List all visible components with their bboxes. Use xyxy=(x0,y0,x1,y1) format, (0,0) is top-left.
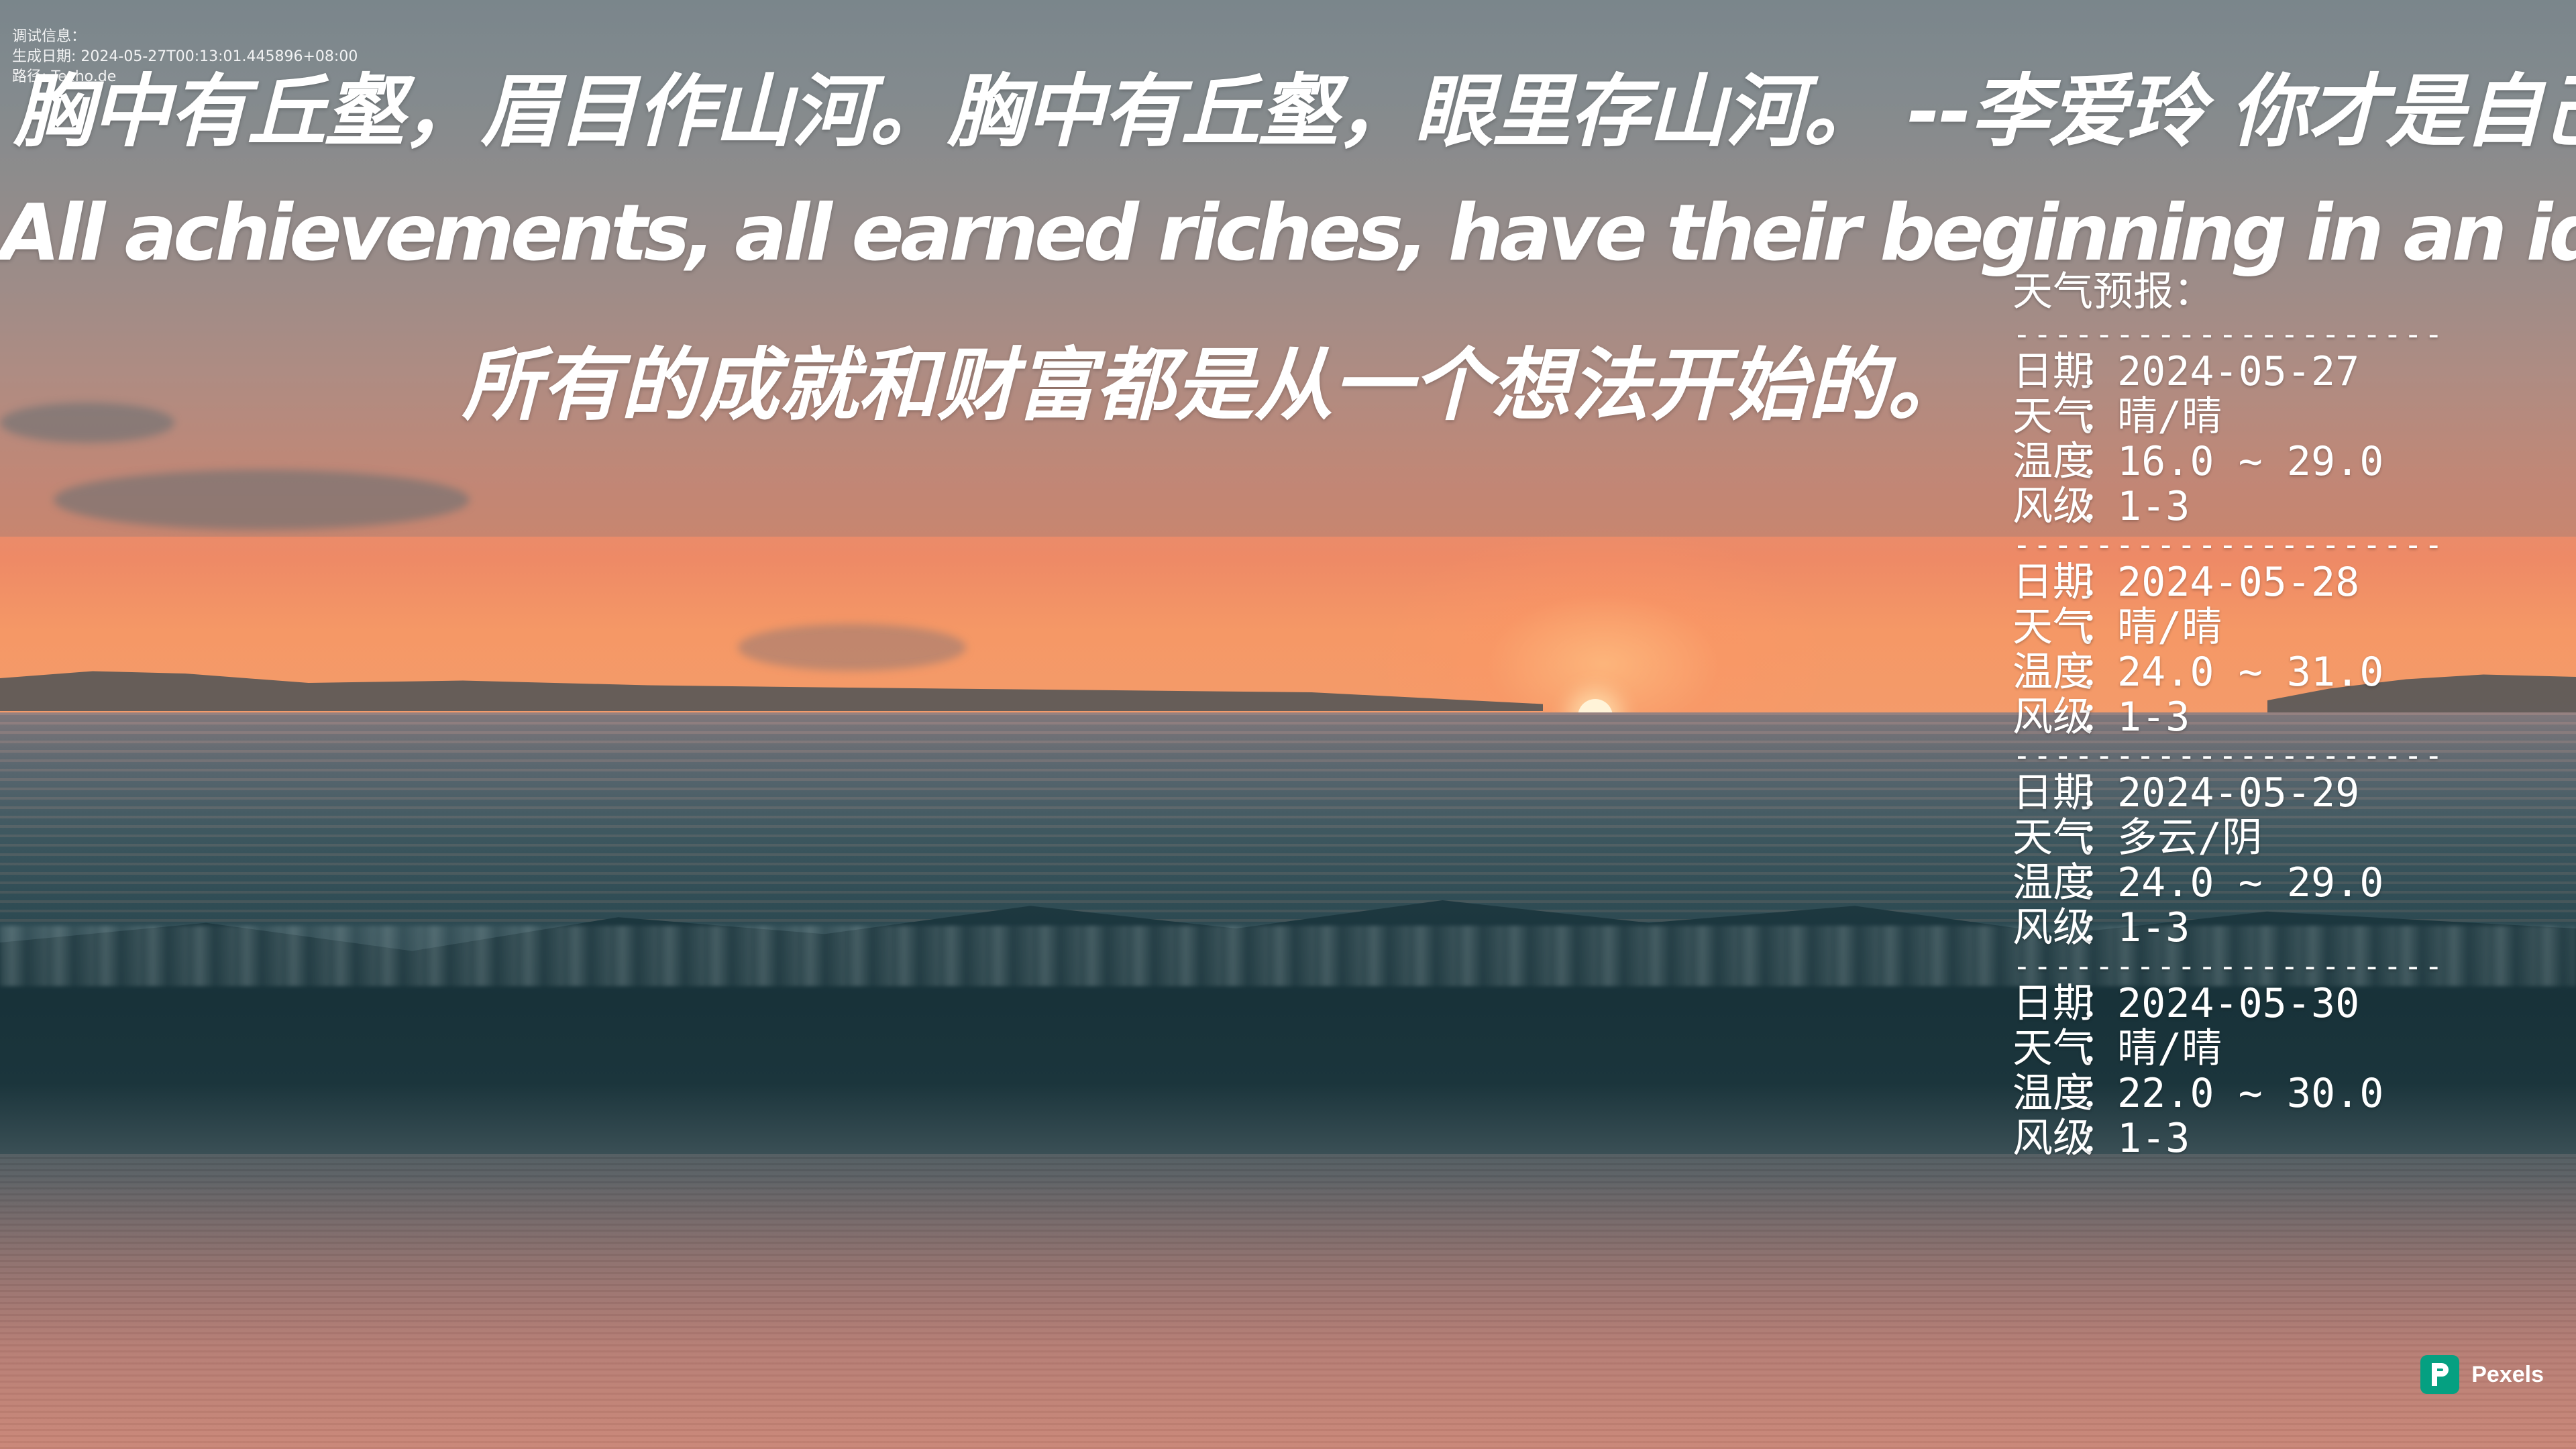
forecast-wind-row: 风级：1-3 xyxy=(2012,695,2442,740)
forecast-day: 日期：2024-05-27 天气：晴/晴 温度：16.0 ~ 29.0 风级：1… xyxy=(2012,350,2442,529)
forecast-temperature-row: 温度：24.0 ~ 29.0 xyxy=(2012,861,2442,906)
forecast-weather-row: 天气：多云/阴 xyxy=(2012,816,2442,861)
temperature-label: 温度 xyxy=(2012,1070,2093,1117)
label-separator: ： xyxy=(2080,769,2120,816)
label-separator: ： xyxy=(2080,483,2120,530)
photo-credit: Pexels xyxy=(2420,1355,2544,1394)
date-label: 日期 xyxy=(2012,769,2093,816)
debug-line: 路径: Techo.de xyxy=(12,68,117,85)
weather-forecast: 天气预报： ------------------------------ 日期：… xyxy=(2012,265,2442,1161)
forecast-temperature-row: 温度：16.0 ~ 29.0 xyxy=(2012,439,2442,484)
date-value: 2024-05-27 xyxy=(2117,348,2360,395)
temperature-value: 16.0 ~ 29.0 xyxy=(2117,438,2384,485)
date-label: 日期 xyxy=(2012,559,2093,606)
weather-label: 天气 xyxy=(2012,814,2093,861)
date-value: 2024-05-28 xyxy=(2117,559,2360,606)
forecast-weather-row: 天气：晴/晴 xyxy=(2012,394,2442,439)
temperature-label: 温度 xyxy=(2012,438,2093,485)
label-separator: ： xyxy=(2080,1115,2120,1162)
wind-value: 1-3 xyxy=(2117,483,2190,530)
quote-chinese-line: 胸中有丘壑，眉目作山河。胸中有丘壑，眼里存山河。 --李爱玲 你才是自己的过来人 xyxy=(13,65,2576,158)
forecast-temperature-row: 温度：24.0 ~ 31.0 xyxy=(2012,650,2442,695)
debug-line: 生成日期: 2024-05-27T00:13:01.445896+08:00 xyxy=(12,48,358,65)
wind-label: 风级 xyxy=(2012,1115,2093,1162)
sand-beach xyxy=(0,1107,2576,1449)
wind-label: 风级 xyxy=(2012,694,2093,741)
wind-label: 风级 xyxy=(2012,904,2093,951)
label-separator: ： xyxy=(2080,559,2120,606)
weather-value: 晴/晴 xyxy=(2117,604,2222,651)
divider: ------------------------------ xyxy=(2012,951,2442,981)
forecast-wind-row: 风级：1-3 xyxy=(2012,1116,2442,1161)
wind-value: 1-3 xyxy=(2117,1115,2190,1162)
pexels-logo-glyph xyxy=(2432,1363,2449,1386)
weather-value: 多云/阴 xyxy=(2117,814,2263,861)
debug-line: 调试信息： xyxy=(12,28,87,45)
label-separator: ： xyxy=(2080,393,2120,440)
top-dim-overlay xyxy=(0,0,2576,537)
weather-label: 天气 xyxy=(2012,604,2093,651)
forecast-day: 日期：2024-05-30 天气：晴/晴 温度：22.0 ~ 30.0 风级：1… xyxy=(2012,981,2442,1161)
temperature-value: 22.0 ~ 30.0 xyxy=(2117,1070,2384,1117)
forecast-day: 日期：2024-05-28 天气：晴/晴 温度：24.0 ~ 31.0 风级：1… xyxy=(2012,560,2442,740)
forecast-weather-row: 天气：晴/晴 xyxy=(2012,605,2442,650)
temperature-label: 温度 xyxy=(2012,859,2093,906)
date-label: 日期 xyxy=(2012,980,2093,1027)
forecast-day: 日期：2024-05-29 天气：多云/阴 温度：24.0 ~ 29.0 风级：… xyxy=(2012,771,2442,951)
label-separator: ： xyxy=(2080,438,2120,485)
forecast-date-row: 日期：2024-05-29 xyxy=(2012,771,2442,816)
weather-value: 晴/晴 xyxy=(2117,1025,2222,1072)
label-separator: ： xyxy=(2080,904,2120,951)
weather-value: 晴/晴 xyxy=(2117,393,2222,440)
sky xyxy=(0,0,2576,718)
watermark-text: Pexels xyxy=(2471,1361,2544,1387)
temperature-value: 24.0 ~ 29.0 xyxy=(2117,859,2384,906)
forecast-date-row: 日期：2024-05-30 xyxy=(2012,981,2442,1026)
date-label: 日期 xyxy=(2012,348,2093,395)
forecast-date-row: 日期：2024-05-27 xyxy=(2012,350,2442,394)
weather-label: 天气 xyxy=(2012,1025,2093,1072)
forecast-temperature-row: 温度：22.0 ~ 30.0 xyxy=(2012,1071,2442,1116)
date-value: 2024-05-29 xyxy=(2117,769,2360,816)
pexels-logo-icon xyxy=(2420,1355,2460,1394)
divider: ------------------------------ xyxy=(2012,740,2442,771)
label-separator: ： xyxy=(2080,980,2120,1027)
wind-label: 风级 xyxy=(2012,483,2093,530)
label-separator: ： xyxy=(2080,1070,2120,1117)
cloud xyxy=(54,470,470,530)
sea-reflection xyxy=(0,712,2576,927)
forecast-weather-row: 天气：晴/晴 xyxy=(2012,1026,2442,1071)
forecast-wind-row: 风级：1-3 xyxy=(2012,906,2442,951)
cloud xyxy=(0,402,174,443)
label-separator: ： xyxy=(2080,859,2120,906)
debug-info: 调试信息： 生成日期: 2024-05-27T00:13:01.445896+0… xyxy=(12,27,358,87)
label-separator: ： xyxy=(2080,604,2120,651)
quote-english-line: All achievements, all earned riches, hav… xyxy=(0,188,2576,278)
weather-title: 天气预报： xyxy=(2012,268,2214,315)
label-separator: ： xyxy=(2080,1025,2120,1072)
weather-label: 天气 xyxy=(2012,393,2093,440)
wind-value: 1-3 xyxy=(2117,694,2190,741)
divider: ------------------------------ xyxy=(2012,529,2442,560)
sand-texture xyxy=(0,1107,2576,1449)
divider: ------------------------------ xyxy=(2012,319,2442,350)
label-separator: ： xyxy=(2080,348,2120,395)
label-separator: ： xyxy=(2080,694,2120,741)
temperature-value: 24.0 ~ 31.0 xyxy=(2117,649,2384,696)
forecast-wind-row: 风级：1-3 xyxy=(2012,484,2442,529)
quote-translation-line: 所有的成就和财富都是从一个想法开始的。 xyxy=(462,339,1966,431)
temperature-label: 温度 xyxy=(2012,649,2093,696)
forecast-date-row: 日期：2024-05-28 xyxy=(2012,560,2442,605)
wind-value: 1-3 xyxy=(2117,904,2190,951)
wave-foam xyxy=(0,926,2576,986)
label-separator: ： xyxy=(2080,814,2120,861)
label-separator: ： xyxy=(2080,649,2120,696)
cloud xyxy=(738,624,966,671)
date-value: 2024-05-30 xyxy=(2117,980,2360,1027)
